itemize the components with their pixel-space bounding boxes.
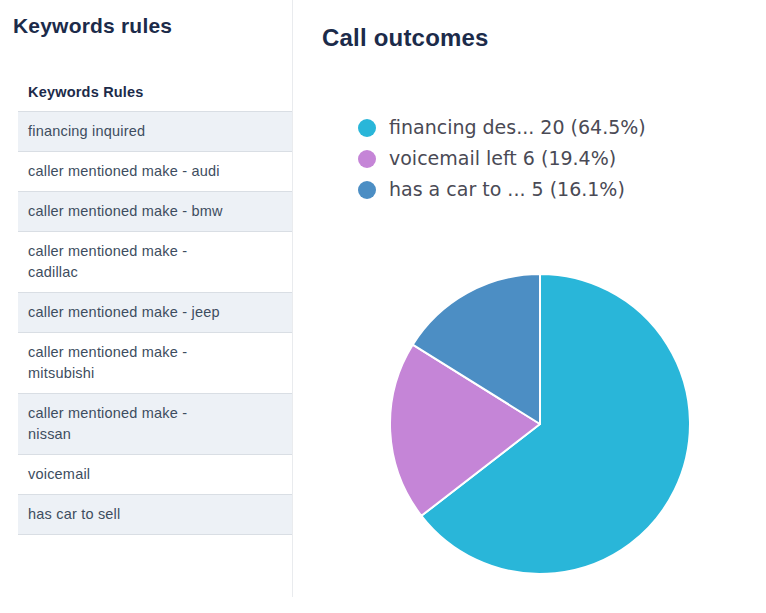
- keywords-table-row[interactable]: financing inquired: [18, 111, 292, 151]
- keywords-table-row[interactable]: has car to sell: [18, 494, 292, 535]
- keywords-table-row-label: caller mentioned make - nissan: [28, 403, 229, 445]
- pie-chart-svg: [388, 272, 692, 576]
- legend-item-1[interactable]: financing des... 20 (64.5%): [358, 116, 646, 139]
- keywords-table-row[interactable]: caller mentioned make - mitsubishi: [18, 332, 292, 393]
- keywords-table-row-label: caller mentioned make - audi: [28, 161, 229, 182]
- keywords-table-row[interactable]: caller mentioned make - audi: [18, 151, 292, 191]
- legend-dot-icon: [358, 181, 376, 199]
- legend-label: voicemail left 6 (19.4%): [389, 147, 616, 170]
- keywords-table-row-label: voicemail: [28, 464, 229, 485]
- legend-dot-icon: [358, 119, 376, 137]
- keywords-table-row[interactable]: voicemail: [18, 454, 292, 494]
- keywords-table-row[interactable]: caller mentioned make - jeep: [18, 292, 292, 332]
- keywords-table-header: Keywords Rules: [28, 84, 144, 100]
- keywords-table-row[interactable]: caller mentioned make - cadillac: [18, 231, 292, 292]
- keywords-table-row[interactable]: caller mentioned make - bmw: [18, 191, 292, 231]
- keywords-rules-panel: Keywords rules Keywords Rules financing …: [0, 0, 293, 597]
- keywords-table-row-label: caller mentioned make - mitsubishi: [28, 342, 229, 384]
- pie-chart: [388, 272, 692, 576]
- call-outcomes-panel: Call outcomes financing des... 20 (64.5%…: [294, 0, 766, 613]
- legend-dot-icon: [358, 150, 376, 168]
- keywords-table-row-label: caller mentioned make - bmw: [28, 201, 229, 222]
- legend-label: financing des... 20 (64.5%): [389, 116, 646, 139]
- keywords-rules-title: Keywords rules: [13, 14, 172, 38]
- keywords-table-row-label: has car to sell: [28, 504, 229, 525]
- keywords-table: financing inquired caller mentioned make …: [18, 111, 292, 535]
- pie-legend: financing des... 20 (64.5%) voicemail lef…: [358, 116, 646, 201]
- call-outcomes-title: Call outcomes: [322, 24, 489, 52]
- legend-item-2[interactable]: voicemail left 6 (19.4%): [358, 147, 646, 170]
- legend-item-3[interactable]: has a car to ... 5 (16.1%): [358, 178, 646, 201]
- page: Keywords rules Keywords Rules financing …: [0, 0, 766, 613]
- keywords-table-row-label: financing inquired: [28, 121, 229, 142]
- keywords-table-row-label: caller mentioned make - cadillac: [28, 241, 229, 283]
- keywords-table-row[interactable]: caller mentioned make - nissan: [18, 393, 292, 454]
- legend-label: has a car to ... 5 (16.1%): [389, 178, 625, 201]
- keywords-table-row-label: caller mentioned make - jeep: [28, 302, 229, 323]
